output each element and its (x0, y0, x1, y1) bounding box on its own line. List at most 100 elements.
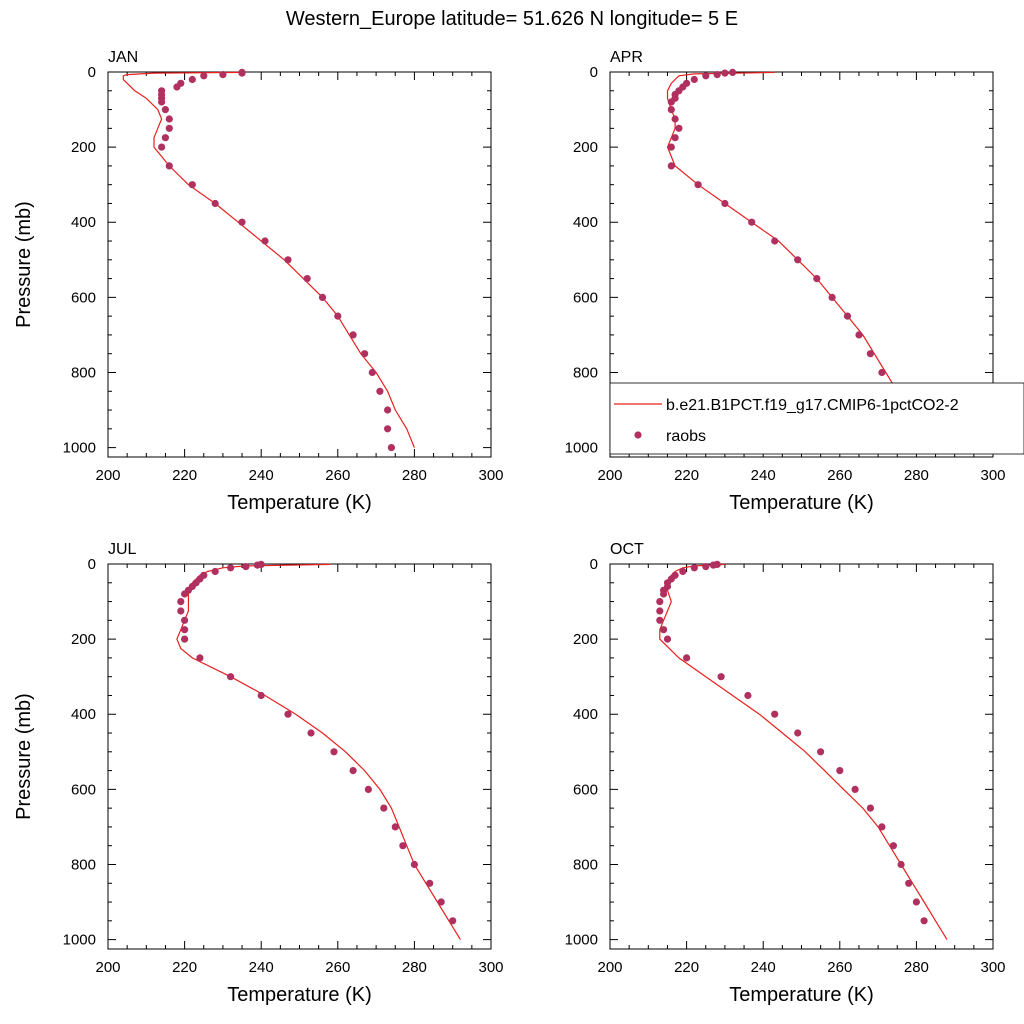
obs-point (165, 162, 173, 170)
obs-point (376, 387, 384, 395)
obs-point (897, 860, 905, 869)
obs-point (717, 673, 725, 681)
x-tick-label: 280 (402, 467, 427, 484)
y-tick-label: 1000 (63, 932, 96, 949)
y-tick-label: 800 (573, 856, 598, 873)
y-tick-label: 800 (71, 364, 96, 381)
obs-point (721, 69, 729, 77)
obs-point (380, 804, 388, 812)
obs-point (384, 406, 392, 414)
obs-point (257, 691, 265, 700)
y-tick-label: 200 (71, 631, 96, 648)
obs-point (334, 312, 342, 320)
obs-point (158, 143, 166, 151)
series-line-model (666, 71, 933, 448)
x-tick-label: 220 (674, 959, 699, 976)
obs-point (912, 898, 921, 906)
obs-point (690, 564, 698, 572)
obs-point (349, 767, 357, 775)
obs-point (702, 563, 710, 571)
x-tick-label: 200 (95, 467, 120, 484)
obs-point (713, 71, 721, 79)
y-axis-label: Pressure (mb) (13, 201, 35, 328)
obs-point (675, 124, 683, 132)
obs-point (690, 75, 698, 84)
panel-jan: JAN 200 220 240 260 280 300 0 200 400 600 800 1000 Te… (13, 49, 504, 514)
obs-point (368, 368, 376, 377)
y-tick-label: 1000 (565, 932, 598, 949)
y-tick-label: 1000 (63, 440, 96, 457)
legend-obs-label: raobs (666, 428, 706, 445)
x-tick-label: 200 (597, 959, 622, 976)
obs-point (303, 275, 311, 283)
series-line-model (176, 563, 461, 940)
x-tick-label: 280 (904, 467, 929, 484)
obs-point (866, 350, 875, 358)
obs-point (794, 729, 802, 737)
obs-point (227, 673, 235, 681)
panel-title: APR (610, 49, 643, 66)
obs-point (318, 293, 327, 301)
y-tick-label: 200 (573, 139, 598, 156)
legend-box (609, 382, 1024, 455)
obs-point (437, 898, 445, 906)
obs-point (667, 162, 675, 170)
x-axis-label: Temperature (K) (729, 492, 874, 514)
obs-point (238, 69, 246, 77)
obs-point (721, 199, 729, 208)
obs-point (813, 275, 821, 283)
y-tick-label: 600 (573, 289, 598, 306)
obs-point (173, 83, 181, 91)
obs-point (165, 124, 173, 132)
obs-point (181, 626, 189, 634)
obs-point (667, 143, 675, 151)
obs-point (905, 879, 913, 887)
y-tick-label: 400 (71, 214, 96, 231)
x-tick-label: 280 (904, 959, 929, 976)
x-tick-label: 260 (827, 467, 852, 484)
obs-point (817, 748, 825, 756)
x-tick-label: 240 (249, 467, 274, 484)
plot-frame (107, 71, 492, 458)
obs-point (211, 199, 219, 208)
obs-point (771, 710, 779, 718)
y-tick-label: 0 (590, 64, 598, 81)
obs-point (181, 616, 189, 624)
obs-point (261, 237, 269, 245)
x-tick-label: 200 (95, 959, 120, 976)
obs-point (878, 368, 886, 377)
obs-point (660, 626, 668, 634)
obs-point (748, 218, 756, 226)
obs-point (794, 256, 802, 264)
x-tick-label: 280 (402, 959, 427, 976)
obs-point (399, 842, 407, 850)
x-tick-label: 300 (478, 467, 503, 484)
obs-point (284, 710, 292, 718)
y-tick-label: 0 (590, 556, 598, 573)
y-tick-label: 0 (88, 556, 96, 573)
x-axis-label: Temperature (K) (227, 984, 372, 1006)
y-tick-label: 0 (88, 64, 96, 81)
panel-jul: JUL 200 220 240 260 280 300 0 200 400 600 800 1000 Te… (13, 541, 504, 1006)
obs-point (361, 350, 369, 358)
obs-point (177, 598, 185, 606)
obs-point (920, 917, 928, 925)
obs-point (683, 654, 691, 662)
x-tick-label: 220 (172, 467, 197, 484)
x-tick-label: 260 (325, 467, 350, 484)
obs-point (866, 804, 875, 812)
x-tick-label: 200 (597, 467, 622, 484)
x-tick-label: 300 (980, 959, 1005, 976)
obs-point (744, 691, 752, 700)
obs-point (384, 425, 392, 433)
x-tick-label: 260 (325, 959, 350, 976)
x-tick-label: 300 (980, 467, 1005, 484)
x-tick-label: 240 (751, 467, 776, 484)
obs-point (660, 590, 668, 598)
obs-point (188, 181, 196, 189)
obs-point (843, 312, 852, 320)
obs-point (702, 72, 710, 80)
obs-point (238, 218, 246, 226)
obs-point (181, 635, 189, 643)
